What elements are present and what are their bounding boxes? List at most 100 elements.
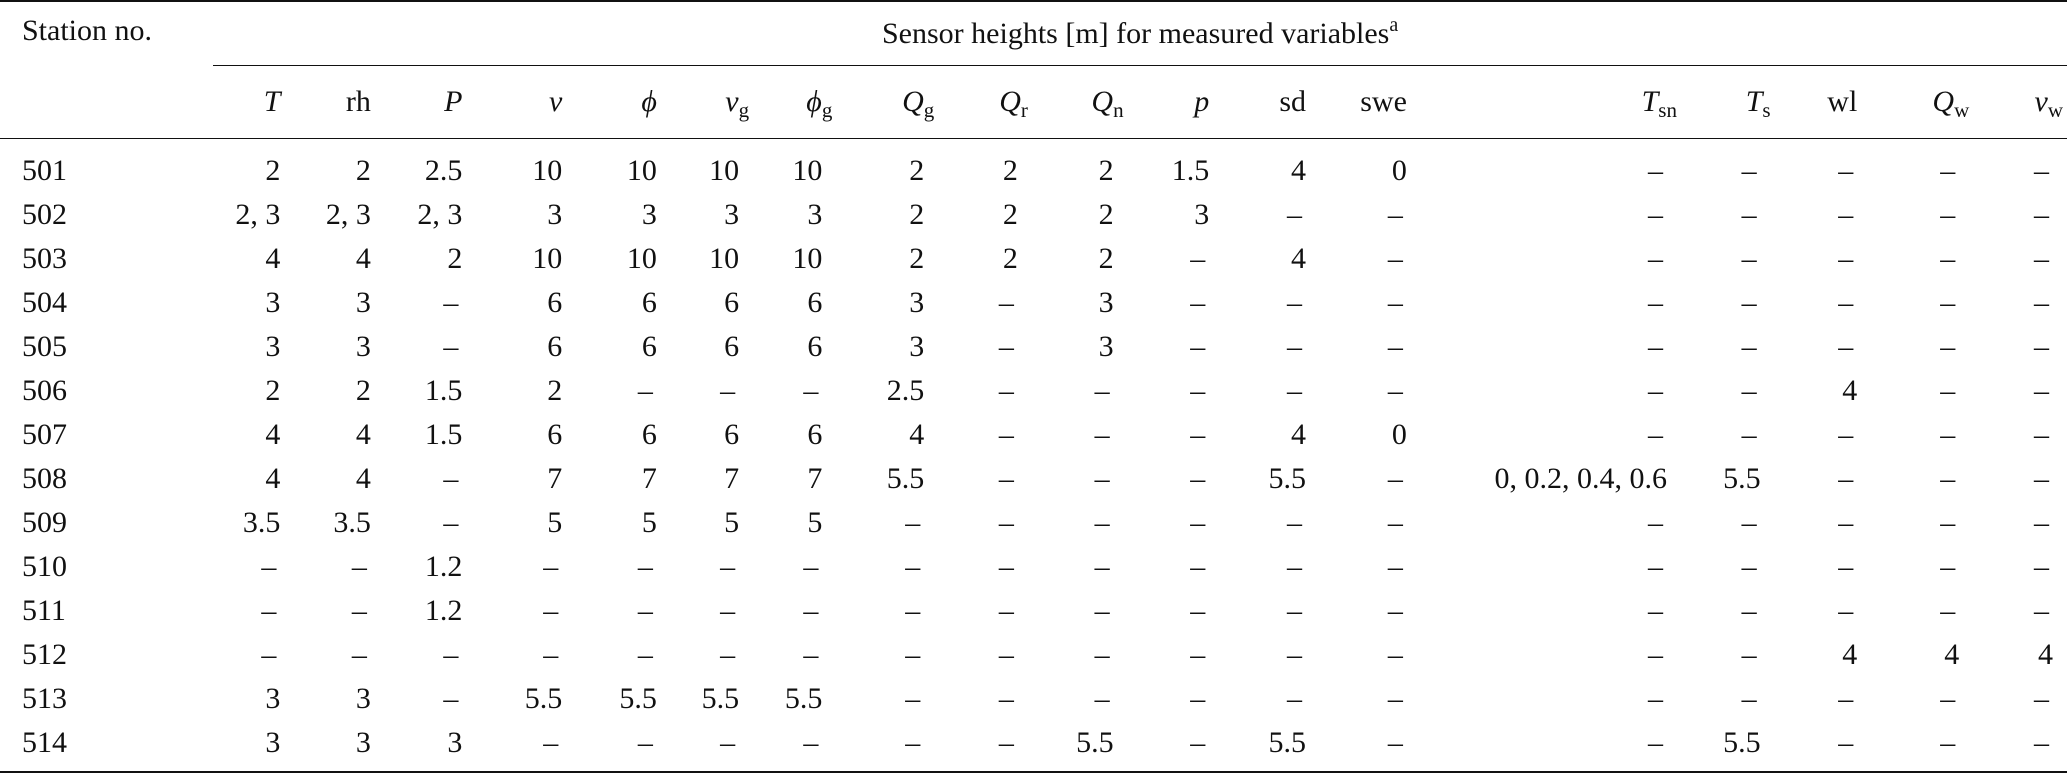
sensor-height-cell: – [1287,594,1302,627]
sensor-height-cell: 10 [709,242,740,275]
sensor-height-cell: – [261,594,277,627]
sensor-height-cell: – [2034,242,2049,275]
sensor-height-cell: 10 [792,242,823,275]
column-header-symbol: T [263,85,281,118]
column-header-symbol: p [1194,85,1210,118]
sensor-height-cell: 3 [265,286,281,319]
column-header-symbol: Q [1932,85,1955,118]
sensor-height-cell: 3 [1194,198,1210,231]
column-header-symbol: ϕ [641,85,657,118]
sensor-height-cell: 5 [807,506,823,539]
sensor-height-cell: 1.5 [424,374,463,407]
station-number-cell: 502 [22,198,67,231]
sensor-height-cell: – [1741,594,1757,627]
sensor-height-cell: 5.5 [701,682,740,715]
sensor-height-cell: 4 [909,418,925,451]
sensor-height-cell: – [720,594,736,627]
sensor-height-cell: – [998,462,1014,495]
sensor-height-cell: 0, 0.2, 0.4, 0.6 [1494,462,1667,495]
sensor-height-cell: – [637,594,653,627]
column-header: wl [1774,65,1872,139]
sensor-height-cell: – [1094,550,1110,583]
sensor-height-cell: 7 [547,462,563,495]
sensor-height-cell: – [1287,550,1302,583]
sensor-height-cell: – [1190,638,1206,671]
sensor-height-cell: 6 [547,418,563,451]
sensor-height-cell: – [1387,286,1403,319]
station-number-cell: 513 [22,682,67,715]
column-header-subscript: sn [1658,98,1677,122]
sensor-height-cell: – [261,550,277,583]
sensor-height-cell: 2 [1098,198,1114,231]
sensor-height-cell: 3 [909,330,925,363]
sensor-height-cell: – [637,374,653,407]
sensor-height-cell: 6 [724,330,740,363]
column-header-symbol: T [1745,85,1763,118]
sensor-height-cell: – [1973,721,2067,773]
sensor-height-cell: – [1741,638,1757,671]
column-header: T [213,65,295,139]
sensor-height-cell: – [1387,594,1403,627]
station-number-cell: 509 [22,506,67,539]
sensor-height-cell: – [938,721,1032,773]
sensor-height-cell: 2, 3 [417,198,463,231]
table-row: 510 – – 1.2 – – – – – – – – – – – – – – – [0,545,2067,589]
sensor-height-cell: – [1647,550,1663,583]
column-header: ϕg [753,65,837,139]
station-number-cell: 507 [22,418,67,451]
sensor-height-cell: – [1838,506,1854,539]
sensor-height-cell: – [2034,286,2049,319]
sensor-height-cell: 6 [807,330,823,363]
sensor-height-cell: 4 [1291,242,1306,275]
station-number-cell: 511 [22,594,66,627]
sensor-height-cell: – [1190,330,1206,363]
station-number-cell: 506 [22,374,67,407]
sensor-height-cell: – [1741,242,1757,275]
group-header-label: Sensor heights [m] for measured variable… [882,16,1390,50]
sensor-height-cell: – [998,638,1014,671]
column-header-symbol: Q [1091,85,1114,118]
sensor-height-cell: – [1127,721,1224,773]
sensor-height-cell: – [720,638,736,671]
sensor-height-cell: – [1190,462,1206,495]
sensor-height-cell: 5 [547,506,563,539]
sensor-height-cell: – [998,682,1014,715]
sensor-height-cell: – [2034,506,2049,539]
sensor-height-cell: 6 [641,330,657,363]
sensor-height-cell: – [1647,506,1663,539]
sensor-height-cell: – [1647,418,1663,451]
sensor-height-cell: 5.5 [1223,721,1320,773]
sensor-height-cell: – [351,594,367,627]
column-header: Qr [938,65,1032,139]
sensor-height-cell: – [1387,550,1403,583]
sensor-height-cell: – [1940,242,1956,275]
sensor-height-cell: – [543,594,559,627]
sensor-height-cell: 4 [265,418,281,451]
sensor-height-cell: – [1838,682,1854,715]
sensor-height-cell: – [1741,418,1757,451]
sensor-height-cell: – [2034,374,2049,407]
sensor-height-cell: 2 [265,374,281,407]
column-header-subscript: w [2047,98,2063,122]
sensor-height-cell: – [1774,721,1872,773]
sensor-height-cell: 4 [1291,418,1306,451]
column-header: sd [1223,65,1320,139]
column-header-subscript: g [738,98,750,122]
sensor-height-cell: – [803,550,819,583]
sensor-height-cell: 3 [807,198,823,231]
column-header-symbol: swe [1360,85,1407,118]
sensor-height-cell: 10 [792,154,823,187]
column-header-subscript: s [1762,98,1771,122]
sensor-height-cell: – [1940,550,1956,583]
sensor-height-cell: – [1647,330,1663,363]
column-header-subscript: g [923,98,935,122]
sensor-height-cell: 3 [294,721,385,773]
sensor-height-cell: 3 [355,330,371,363]
sensor-height-cell: 2 [265,154,281,187]
sensor-height-cell: – [753,721,837,773]
sensor-height-cell: 2 [1002,242,1018,275]
sensor-height-cell: 3 [724,198,740,231]
sensor-height-cell: – [905,594,921,627]
sensor-height-cell: – [2034,682,2049,715]
